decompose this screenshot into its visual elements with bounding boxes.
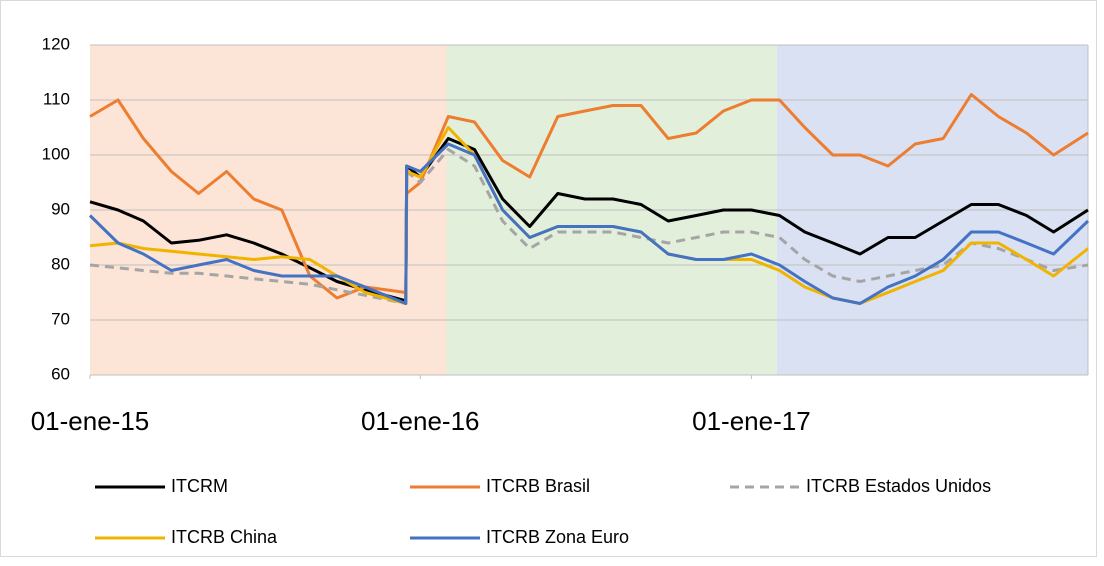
series-line [89, 137, 1089, 303]
legend-label: ITCRB Estados Unidos [806, 476, 991, 496]
legend-label: ITCRB Zona Euro [486, 527, 629, 547]
x-tick-label: 01-ene-17 [692, 406, 811, 436]
y-tick-label: 60 [51, 364, 70, 383]
y-tick-label: 120 [42, 34, 70, 53]
y-tick-label: 110 [43, 89, 70, 108]
series-line [88, 142, 1090, 305]
legend-label: ITCRB China [171, 527, 278, 547]
y-tick-label: 90 [51, 199, 70, 218]
x-tick-label: 01-ene-15 [31, 406, 150, 436]
y-tick-label: 80 [51, 254, 70, 273]
series-line [89, 148, 1089, 305]
legend-label: ITCRB Brasil [486, 476, 590, 496]
legend-label: ITCRM [171, 476, 228, 496]
series-line [89, 93, 1089, 300]
y-tick-label: 70 [51, 309, 70, 328]
x-tick-label: 01-ene-16 [361, 406, 480, 436]
y-tick-label: 100 [42, 144, 70, 163]
